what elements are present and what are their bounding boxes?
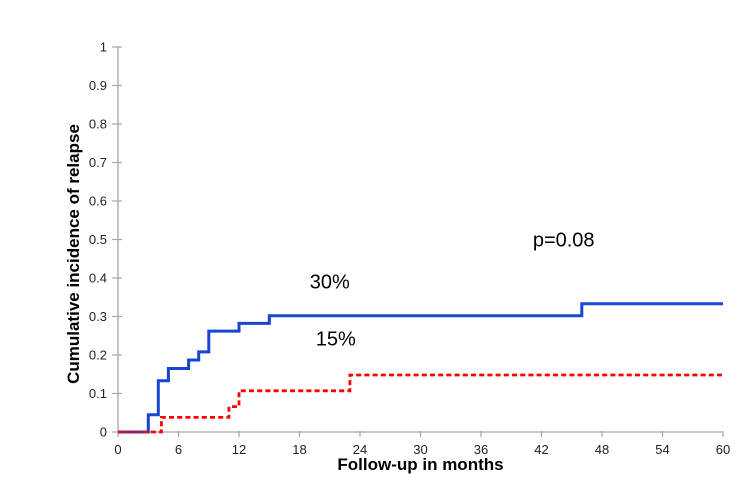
y-tick-label: 0.5 <box>89 232 107 247</box>
y-tick-label: 1 <box>100 40 107 55</box>
y-tick-label: 0.8 <box>89 117 107 132</box>
y-tick-label: 0.9 <box>89 78 107 93</box>
x-tick-label: 36 <box>474 442 488 457</box>
x-axis-title: Follow-up in months <box>337 455 504 474</box>
y-tick-label: 0.3 <box>89 309 107 324</box>
x-tick-label: 48 <box>595 442 609 457</box>
annotation-red-series-15-percent: 15% <box>315 328 356 351</box>
y-tick-label: 0.2 <box>89 348 107 363</box>
x-tick-label: 6 <box>175 442 182 457</box>
y-tick-label: 0.1 <box>89 386 107 401</box>
x-tick-label: 30 <box>413 442 427 457</box>
series-line-relapse-15-percent-group <box>118 373 723 434</box>
y-tick-label: 0.7 <box>89 155 107 170</box>
series-line-relapse-30-percent-group <box>118 302 723 434</box>
annotation-blue-series-30-percent: 30% <box>309 271 350 294</box>
x-tick-label: 24 <box>353 442 367 457</box>
x-tick-label: 18 <box>292 442 306 457</box>
x-tick-label: 0 <box>114 442 121 457</box>
x-tick-label: 12 <box>232 442 246 457</box>
y-tick-label: 0.4 <box>89 271 107 286</box>
y-tick-label: 0.6 <box>89 194 107 209</box>
x-tick-label: 42 <box>534 442 548 457</box>
annotation-p-value: p=0.08 <box>532 229 595 252</box>
x-tick-label: 60 <box>716 442 730 457</box>
x-tick-label: 54 <box>655 442 669 457</box>
y-tick-label: 0 <box>100 425 107 440</box>
y-axis-title: Cumulative incidence of relapse <box>64 124 83 384</box>
